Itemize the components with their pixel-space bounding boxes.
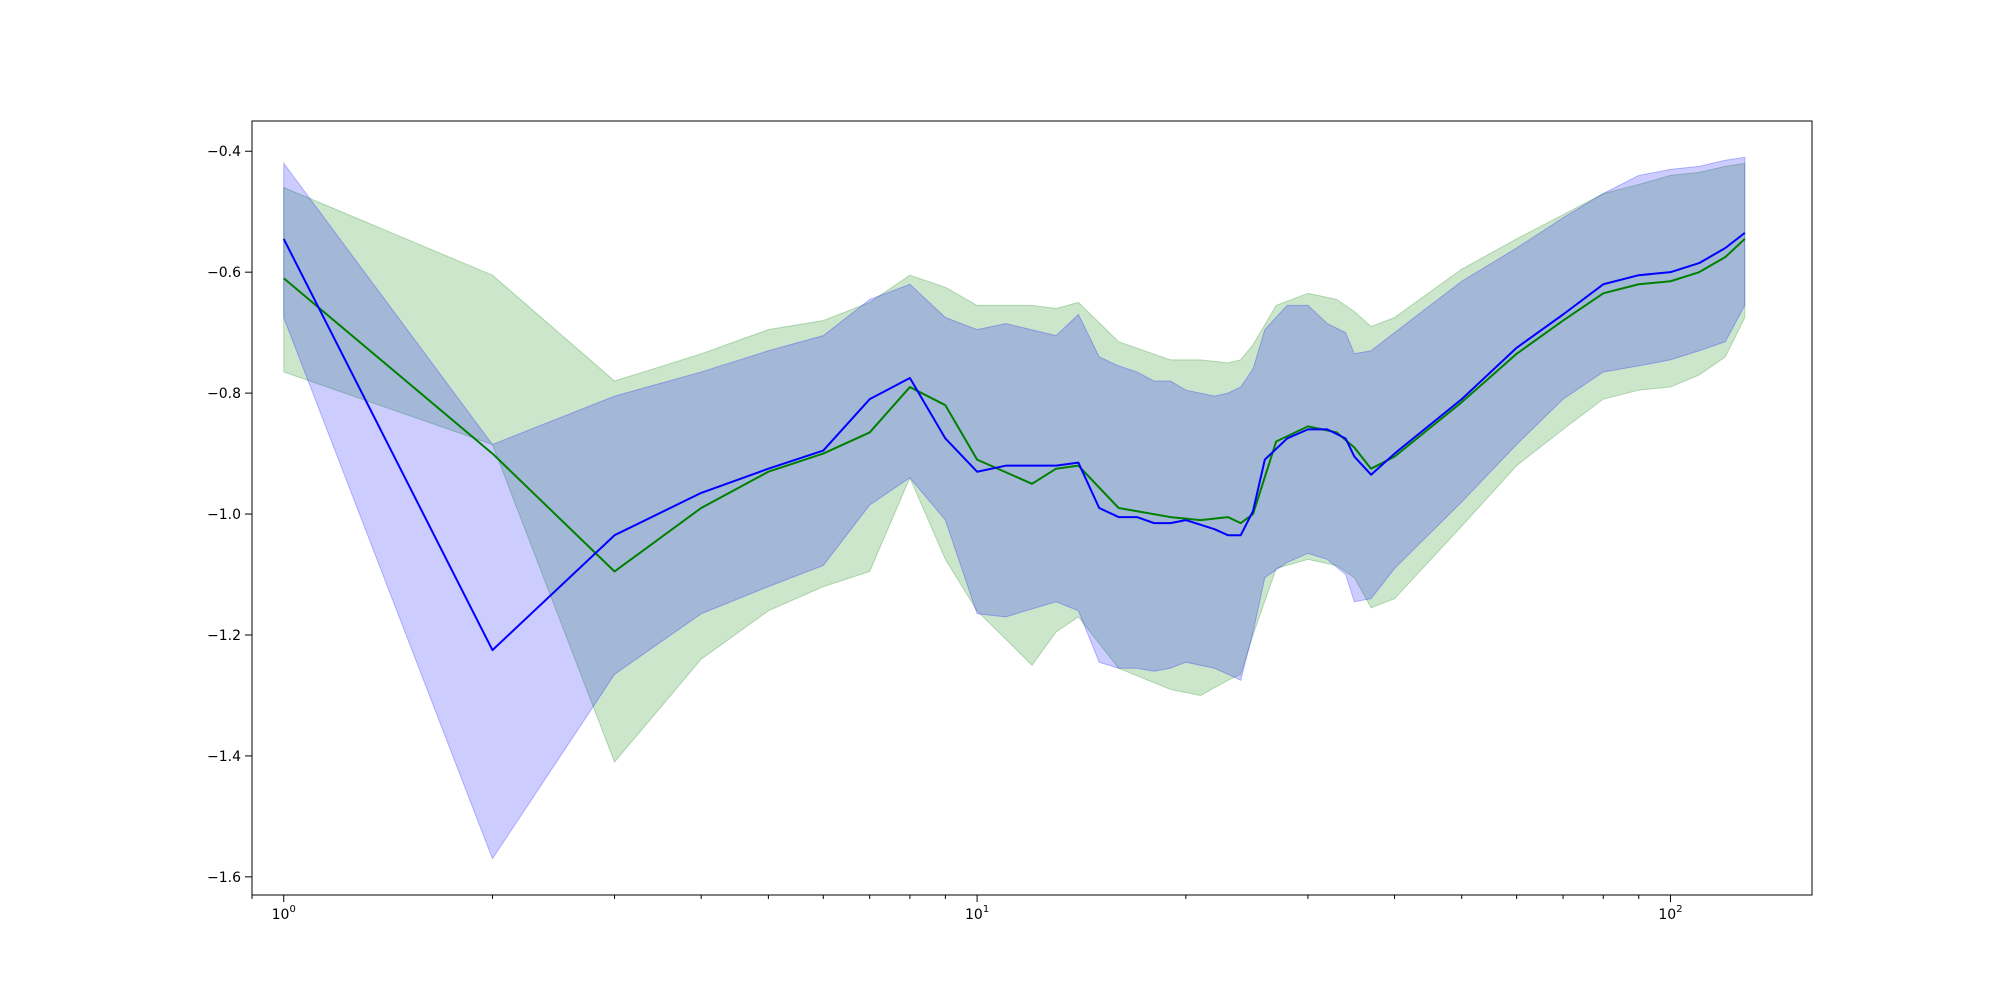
x-tick-label: 102: [1658, 904, 1682, 923]
y-tick-label: −0.4: [207, 144, 241, 160]
x-tick-label: 100: [272, 904, 296, 923]
y-tick-label: −0.6: [207, 265, 241, 281]
x-axis: 100 101 102: [251, 895, 1683, 923]
y-tick-label: −1.4: [207, 749, 241, 765]
series-2-band: [283, 156, 1746, 860]
series-1-line: [283, 238, 1746, 573]
y-tick-label: −1.2: [207, 628, 241, 644]
confidence-bands: [283, 156, 1746, 860]
x-tick-label: 101: [965, 904, 989, 923]
y-tick-label: −1.6: [207, 870, 241, 886]
series-1-band: [283, 162, 1746, 763]
series-2-line: [282, 232, 1746, 652]
y-axis: −0.4 −0.6 −0.8 −1.0 −1.2 −1.4 −1.6: [207, 144, 252, 886]
y-tick-label: −1.0: [207, 507, 241, 523]
y-tick-label: −0.8: [207, 386, 241, 402]
plot-area-frame: [251, 120, 1813, 896]
series-lines: [282, 232, 1746, 652]
